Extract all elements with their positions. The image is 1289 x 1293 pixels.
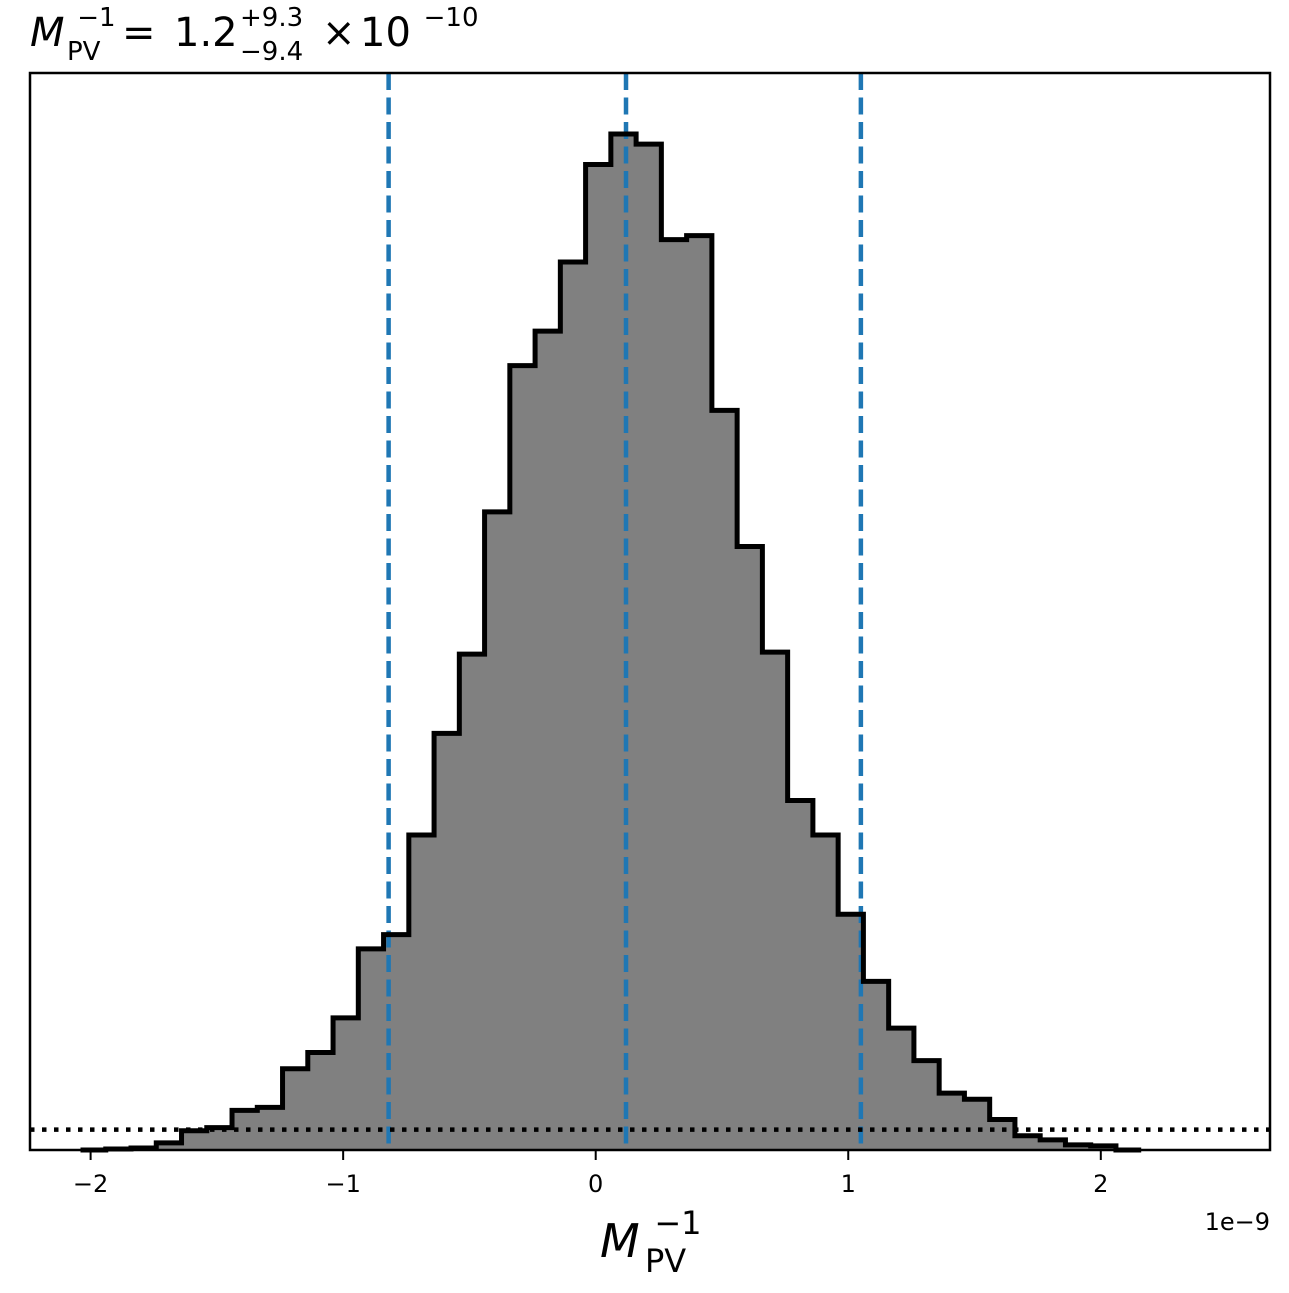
x-tick-label: 1 (841, 1170, 856, 1198)
title-lower-error: −9.4 (240, 37, 303, 67)
title-equals: = (122, 10, 156, 56)
x-tick-label: 2 (1093, 1170, 1108, 1198)
chart-title: M −1 PV = 1.2 +9.3 −9.4 × 10 −10 (30, 0, 479, 70)
x-tick-label: −2 (73, 1170, 108, 1198)
xlabel-symbol: M (600, 1214, 640, 1268)
title-upper-error: +9.3 (240, 3, 303, 33)
x-tick-label: 0 (588, 1170, 603, 1198)
title-exponent: −10 (424, 3, 479, 33)
title-value: 1.2 (174, 10, 238, 56)
xlabel-subscript: PV (645, 1242, 686, 1280)
title-symbol: M (30, 10, 65, 56)
reference-lines (386, 73, 864, 1150)
x-tick-label: −1 (325, 1170, 360, 1198)
title-symbol-superscript: −1 (77, 3, 115, 33)
x-axis-label: M −1 PV (600, 1191, 716, 1280)
xlabel-superscript: −1 (654, 1204, 701, 1242)
plot-area: −2 −1 0 1 2 (28, 71, 1272, 1198)
title-times: × (322, 10, 356, 56)
x-axis-ticks: −2 −1 0 1 2 (73, 1150, 1108, 1198)
histogram-fill (80, 133, 1142, 1150)
title-symbol-subscript: PV (67, 37, 101, 67)
title-base: 10 (360, 10, 411, 56)
histogram-outline (80, 131, 1142, 1153)
plot-frame (28, 71, 1272, 1152)
x-axis-offset-label: 1e−9 (1205, 1208, 1270, 1236)
